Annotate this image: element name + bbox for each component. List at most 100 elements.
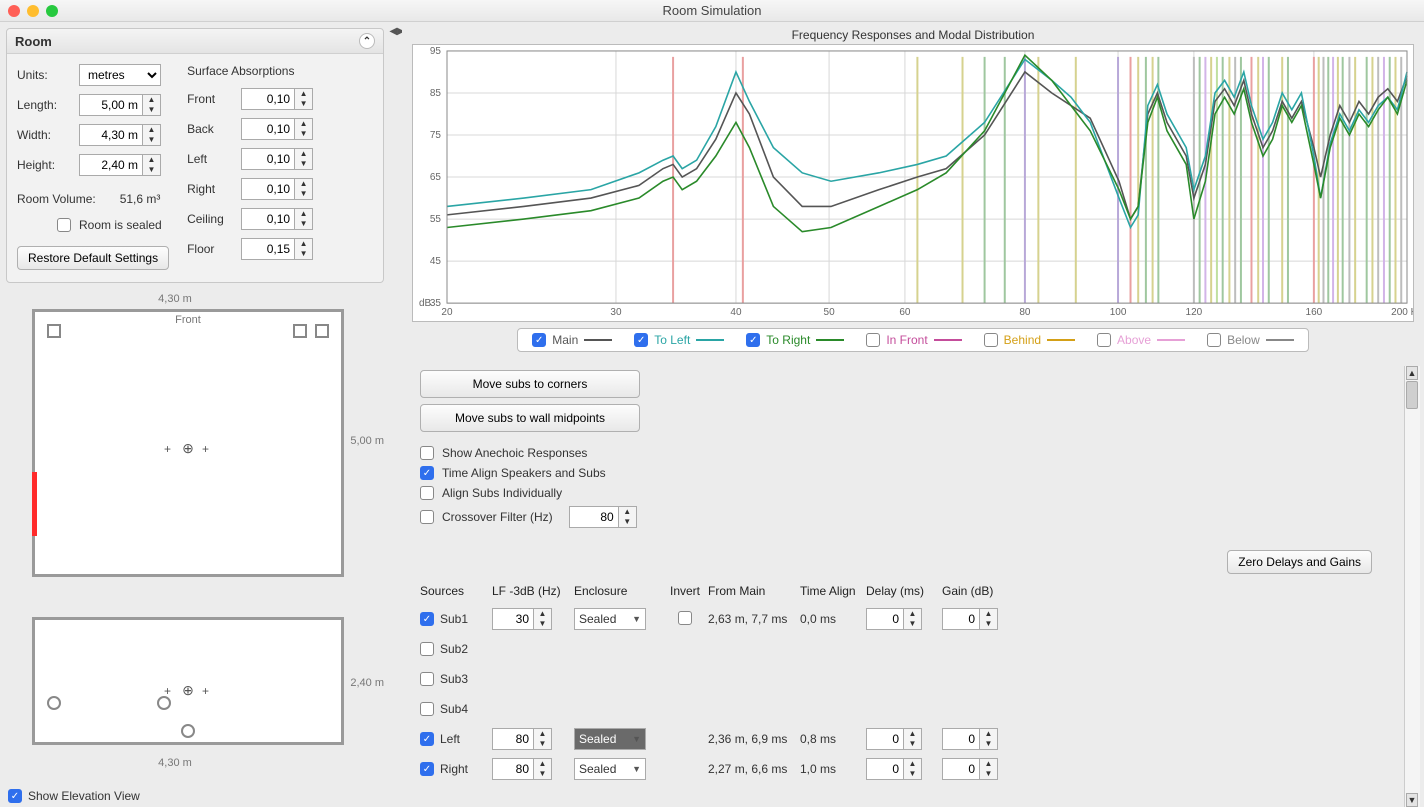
invert-checkbox[interactable] — [678, 611, 692, 625]
listener-icon[interactable]: ⊕ — [182, 682, 194, 699]
source-checkbox[interactable]: ✓ — [420, 762, 434, 776]
delay-input[interactable]: ▲▼ — [866, 728, 922, 750]
source-checkbox[interactable] — [420, 672, 434, 686]
frequency-chart[interactable]: 95857565554535dB203040506080100120160200… — [412, 44, 1414, 322]
abs-front-input[interactable]: ▲▼ — [241, 88, 313, 110]
chart-title: Frequency Responses and Modal Distributi… — [412, 28, 1414, 42]
xover-checkbox[interactable] — [420, 510, 434, 524]
legend-item[interactable]: ✓ Main — [532, 333, 612, 347]
show-elevation-label: Show Elevation View — [28, 789, 140, 803]
abs-left-input[interactable]: ▲▼ — [241, 148, 313, 170]
enclosure-select[interactable]: Sealed▼ — [574, 728, 646, 750]
gain-input[interactable]: ▲▼ — [942, 758, 998, 780]
window-title: Room Simulation — [0, 3, 1424, 18]
units-select[interactable]: metres — [79, 64, 161, 86]
room-panel-title: Room — [15, 34, 52, 49]
xover-input[interactable]: ▲▼ — [569, 506, 637, 528]
source-name: Sub3 — [440, 672, 468, 686]
door-icon[interactable] — [32, 472, 37, 536]
source-checkbox[interactable]: ✓ — [420, 732, 434, 746]
height-input[interactable]: ▲▼ — [79, 154, 161, 176]
splitter-icon[interactable]: ◀▶ — [392, 22, 402, 807]
move-midpoints-button[interactable]: Move subs to wall midpoints — [420, 404, 640, 432]
gain-input[interactable]: ▲▼ — [942, 608, 998, 630]
scrollbar[interactable]: ▲ ▼ — [1404, 366, 1420, 807]
abs-back-input[interactable]: ▲▼ — [241, 118, 313, 140]
source-name: Sub1 — [440, 612, 468, 626]
collapse-icon[interactable]: ⌃ — [359, 33, 375, 49]
restore-button[interactable]: Restore Default Settings — [17, 246, 169, 270]
sub-icon[interactable] — [181, 724, 195, 738]
legend-item[interactable]: ✓ To Left — [634, 333, 724, 347]
lf-input[interactable]: ▲▼ — [492, 728, 552, 750]
scroll-down-icon[interactable]: ▼ — [1406, 793, 1418, 807]
col-header: Invert — [662, 584, 708, 598]
enclosure-select[interactable]: Sealed▼ — [574, 608, 646, 630]
elevation-view[interactable]: ⊕ + + — [32, 617, 344, 745]
svg-text:120: 120 — [1186, 307, 1203, 318]
gain-input[interactable]: ▲▼ — [942, 728, 998, 750]
legend-item[interactable]: ✓ To Right — [746, 333, 844, 347]
alignind-checkbox[interactable] — [420, 486, 434, 500]
speaker-icon[interactable] — [157, 696, 171, 710]
abs-floor-input[interactable]: ▲▼ — [241, 238, 313, 260]
svg-text:20: 20 — [441, 307, 453, 318]
source-checkbox[interactable] — [420, 642, 434, 656]
svg-text:dB: dB — [419, 298, 432, 309]
svg-text:100: 100 — [1110, 307, 1127, 318]
units-label: Units: — [17, 68, 71, 82]
listener-icon[interactable]: ⊕ — [182, 440, 194, 457]
source-checkbox[interactable] — [420, 702, 434, 716]
enclosure-select[interactable]: Sealed▼ — [574, 758, 646, 780]
legend-checkbox[interactable]: ✓ — [634, 333, 648, 347]
abs-right-input[interactable]: ▲▼ — [241, 178, 313, 200]
anechoic-checkbox[interactable] — [420, 446, 434, 460]
abs-ceiling-input[interactable]: ▲▼ — [241, 208, 313, 230]
move-corners-button[interactable]: Move subs to corners — [420, 370, 640, 398]
sub-icon[interactable] — [315, 324, 329, 338]
source-checkbox[interactable]: ✓ — [420, 612, 434, 626]
delay-input[interactable]: ▲▼ — [866, 608, 922, 630]
svg-text:65: 65 — [430, 172, 442, 183]
svg-text:50: 50 — [824, 307, 836, 318]
source-name: Right — [440, 762, 468, 776]
lf-input[interactable]: ▲▼ — [492, 608, 552, 630]
width-input[interactable]: ▲▼ — [79, 124, 161, 146]
speaker-icon[interactable] — [293, 324, 307, 338]
plan-view[interactable]: Front ⊕ + + — [32, 309, 344, 577]
svg-text:200 Hz: 200 Hz — [1391, 307, 1413, 318]
scroll-thumb[interactable] — [1406, 381, 1418, 409]
abs-label: Left — [187, 152, 233, 166]
legend-item[interactable]: Below — [1207, 333, 1294, 347]
legend-checkbox[interactable] — [1207, 333, 1221, 347]
legend-checkbox[interactable]: ✓ — [746, 333, 760, 347]
legend-checkbox[interactable] — [1097, 333, 1111, 347]
scroll-up-icon[interactable]: ▲ — [1406, 366, 1418, 380]
abs-label: Ceiling — [187, 212, 233, 226]
timealign-checkbox[interactable]: ✓ — [420, 466, 434, 480]
speaker-icon[interactable] — [47, 324, 61, 338]
legend-checkbox[interactable]: ✓ — [532, 333, 546, 347]
plan-right-dim: 5,00 m — [350, 435, 384, 447]
speaker-icon[interactable] — [47, 696, 61, 710]
svg-text:35: 35 — [430, 298, 442, 309]
from-main-value: 2,27 m, 6,6 ms — [708, 762, 800, 776]
legend-item[interactable]: Behind — [984, 333, 1075, 347]
length-label: Length: — [17, 98, 71, 112]
sealed-checkbox[interactable] — [57, 218, 71, 232]
volume-value: 51,6 m³ — [120, 192, 161, 206]
legend-item[interactable]: Above — [1097, 333, 1185, 347]
zero-delays-button[interactable]: Zero Delays and Gains — [1227, 550, 1372, 574]
legend-item[interactable]: In Front — [866, 333, 961, 347]
volume-label: Room Volume: — [17, 192, 96, 206]
legend-checkbox[interactable] — [984, 333, 998, 347]
show-elevation-checkbox[interactable]: ✓ — [8, 789, 22, 803]
lf-input[interactable]: ▲▼ — [492, 758, 552, 780]
time-align-value: 0,8 ms — [800, 732, 866, 746]
length-input[interactable]: ▲▼ — [79, 94, 161, 116]
delay-input[interactable]: ▲▼ — [866, 758, 922, 780]
col-header: Gain (dB) — [942, 584, 1002, 598]
legend-checkbox[interactable] — [866, 333, 880, 347]
elev-bottom-dim: 4,30 m — [6, 757, 344, 769]
abs-label: Front — [187, 92, 233, 106]
